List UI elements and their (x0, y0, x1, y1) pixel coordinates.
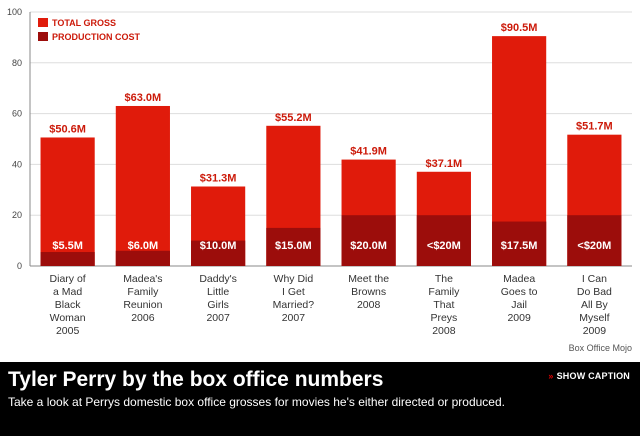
production-cost-label: <$20M (427, 240, 461, 252)
x-category-label: 2007 (206, 312, 230, 324)
production-cost-bar (266, 227, 321, 266)
total-gross-label: $31.3M (200, 172, 237, 184)
production-cost-bar (115, 250, 170, 266)
x-category-label: Married? (273, 299, 315, 311)
x-category-label: Woman (50, 312, 86, 324)
production-cost-label: $17.5M (501, 240, 538, 252)
total-gross-label: $41.9M (350, 146, 387, 158)
production-cost-bar (191, 240, 246, 266)
total-gross-label: $37.1M (426, 158, 463, 170)
production-cost-bar (492, 221, 547, 266)
x-category-label: I Get (282, 286, 305, 298)
x-category-label: Do Bad (577, 286, 612, 298)
total-gross-label: $90.5M (501, 22, 538, 34)
x-category-label: 2008 (432, 325, 456, 337)
x-category-label: a Mad (53, 286, 82, 298)
production-cost-label: $15.0M (275, 240, 312, 252)
production-cost-bar (341, 215, 396, 266)
production-cost-label: $20.0M (350, 240, 387, 252)
x-category-label: All By (581, 299, 609, 311)
y-tick-label: 100 (7, 7, 22, 17)
x-category-label: Daddy's (199, 273, 237, 285)
legend-swatch (38, 18, 48, 27)
x-category-label: Diary of (50, 273, 86, 285)
x-category-label: Little (207, 286, 229, 298)
legend-label: TOTAL GROSS (52, 18, 116, 28)
y-tick-label: 20 (12, 210, 22, 220)
x-category-label: Browns (351, 286, 386, 298)
x-category-label: Reunion (123, 299, 162, 311)
x-category-label: Jail (511, 299, 527, 311)
production-cost-bar (416, 215, 471, 266)
total-gross-bar (40, 137, 95, 266)
production-cost-bar (40, 252, 95, 266)
production-cost-label: $6.0M (128, 240, 159, 252)
x-category-label: Preys (430, 312, 457, 324)
y-tick-label: 40 (12, 159, 22, 169)
x-category-label: 2007 (282, 312, 306, 324)
chart-area: 0 20 40 60 80 100 $50.6M $5.5M Diary of a Mad Blac… (6, 7, 632, 353)
total-gross-label: $63.0M (125, 92, 162, 104)
x-category-label: Madea's (123, 273, 162, 285)
total-gross-label: $50.6M (49, 123, 86, 135)
total-gross-bar (115, 105, 170, 266)
y-tick-label: 80 (12, 58, 22, 68)
x-category-label: 2006 (131, 312, 155, 324)
x-category-label: Madea (503, 273, 535, 285)
x-category-label: Black (55, 299, 81, 311)
x-category-label: The (435, 273, 453, 285)
caption-bar: Tyler Perry by the box office numbers » S… (0, 362, 640, 436)
production-cost-bar (567, 215, 622, 266)
production-cost-label: $10.0M (200, 240, 237, 252)
caption-title: Tyler Perry by the box office numbers (8, 368, 384, 391)
legend-swatch (38, 32, 48, 41)
total-gross-label: $51.7M (576, 121, 613, 133)
total-gross-label: $55.2M (275, 112, 312, 124)
bar-chart: 0 20 40 60 80 100 $50.6M $5.5M Diary ofa MadBlac… (7, 7, 632, 337)
legend-label: PRODUCTION COST (52, 32, 141, 42)
caption-text: Take a look at Perrys domestic box offic… (8, 395, 505, 409)
x-category-label: 2008 (357, 299, 381, 311)
source-credit: Box Office Mojo (568, 343, 632, 353)
x-category-label: Myself (579, 312, 609, 324)
production-cost-label: <$20M (577, 240, 611, 252)
x-category-label: Goes to (501, 286, 538, 298)
chevron-right-icon: » (548, 371, 554, 381)
x-category-label: Girls (207, 299, 229, 311)
x-category-label: 2009 (507, 312, 531, 324)
y-tick-label: 0 (17, 261, 22, 271)
x-category-label: I Can (582, 273, 607, 285)
production-cost-label: $5.5M (52, 240, 83, 252)
x-category-label: That (433, 299, 454, 311)
x-category-label: Meet the (348, 273, 389, 285)
x-category-label: 2009 (583, 325, 607, 337)
show-caption-label: SHOW CAPTION (556, 371, 630, 381)
x-category-label: 2005 (56, 325, 80, 337)
y-tick-label: 60 (12, 109, 22, 119)
x-category-label: Family (127, 286, 159, 298)
show-caption-button[interactable]: » SHOW CAPTION (548, 371, 630, 381)
x-category-label: Why Did (274, 273, 314, 285)
x-category-label: Family (428, 286, 460, 298)
